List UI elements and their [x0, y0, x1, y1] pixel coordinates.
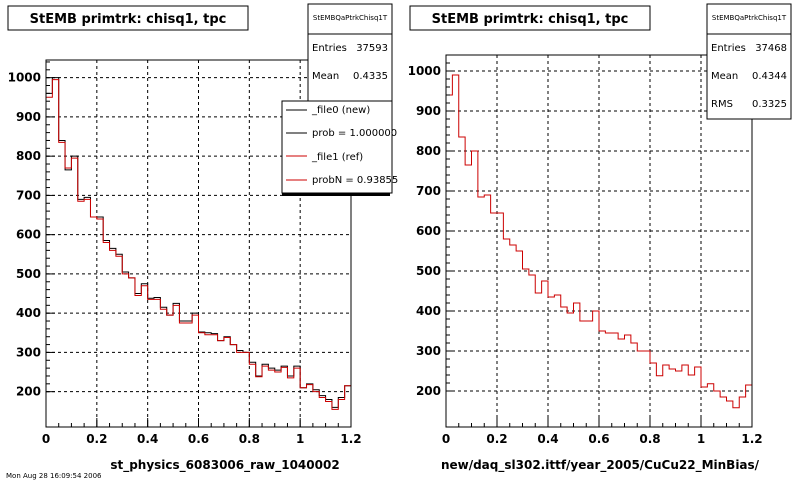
left-x-tick-label-3: 0.6 [188, 432, 209, 446]
right-y-tick-label-8: 1000 [408, 64, 441, 78]
left-stats-entries-label: Entries [312, 43, 347, 54]
right-stats-rms-label: RMS [711, 99, 733, 110]
legend-entry-probn: probN = 0.93855 [312, 175, 398, 186]
left-x-tick-label-2: 0.4 [137, 432, 158, 446]
right-stats-entries-value: 37468 [755, 43, 787, 54]
right-x-tick-label-5: 1 [697, 432, 705, 446]
left-stats-mean-label: Mean [312, 71, 339, 82]
right-x-axis-label: new/daq_sl302.ittf/year_2005/CuCu22_MinB… [441, 458, 760, 473]
left-y-tick-label-0: 200 [16, 385, 41, 399]
left-x-tick-label-4: 0.8 [239, 432, 260, 446]
right-y-tick-label-1: 300 [416, 344, 441, 358]
right-y-tick-label-2: 400 [416, 304, 441, 318]
right-chart-title: StEMB primtrk: chisq1, tpc [432, 12, 629, 27]
left-y-tick-label-8: 1000 [8, 71, 41, 85]
left-axes: 0 0.2 0.4 0.6 0.8 1 1.2 200 300 400 500 600 700 800 90… [8, 61, 362, 446]
left-x-tick-label-0: 0 [42, 432, 50, 446]
left-stats-box: StEMBQaPtrkChisq1T Entries 37593 Mean 0.… [307, 3, 393, 118]
right-y-tick-label-4: 600 [416, 224, 441, 238]
right-plot-area: 0 0.2 0.4 0.6 0.8 1 1.2 200 300 400 500 600 700 800 90… [408, 54, 763, 446]
right-y-tick-label-3: 500 [416, 264, 441, 278]
right-axes: 0 0.2 0.4 0.6 0.8 1 1.2 200 300 400 500 600 700 800 90… [408, 54, 763, 446]
left-x-tick-label-6: 1.2 [340, 432, 361, 446]
left-x-axis-label: st_physics_6083006_raw_1040002 [110, 458, 339, 473]
left-series-1 [46, 79, 351, 410]
left-histogram [46, 77, 351, 410]
left-chart-title: StEMB primtrk: chisq1, tpc [30, 12, 227, 27]
right-histogram [446, 74, 752, 409]
legend-entry-prob: prob = 1.000000 [312, 128, 397, 139]
right-title-box [409, 5, 651, 31]
right-x-tick-label-6: 1.2 [741, 432, 762, 446]
left-title-box [7, 5, 249, 31]
legend-entry-file1: _file1 (ref) [311, 152, 363, 163]
left-x-tick-label-5: 1 [296, 432, 304, 446]
right-y-tick-label-5: 700 [416, 184, 441, 198]
left-y-tick-label-4: 600 [16, 228, 41, 242]
right-x-tick-label-2: 0.4 [537, 432, 558, 446]
right-y-tick-label-7: 900 [416, 104, 441, 118]
right-grid [446, 55, 752, 427]
left-stats-entries-value: 37593 [356, 43, 388, 54]
right-x-tick-label-1: 0.2 [486, 432, 507, 446]
left-y-tick-label-5: 700 [16, 188, 41, 202]
left-y-tick-label-2: 400 [16, 306, 41, 320]
left-legend: _file0 (new) prob = 1.000000 _file1 (ref… [281, 100, 398, 196]
right-stats-box: StEMBQaPtrkChisq1T Entries 37468 Mean 0.… [706, 3, 792, 120]
right-panel: StEMB primtrk: chisq1, tpc 0 0.2 0.4 0.6 0.8… [408, 3, 792, 473]
left-grid [46, 60, 351, 427]
left-stats-mean-value: 0.4335 [353, 71, 388, 82]
legend-entry-file0: _file0 (new) [311, 105, 370, 116]
right-y-tick-label-0: 200 [416, 384, 441, 398]
right-stats-entries-label: Entries [711, 43, 746, 54]
right-x-tick-label-3: 0.6 [588, 432, 609, 446]
right-series-0 [446, 74, 752, 409]
right-y-tick-label-6: 800 [416, 144, 441, 158]
left-y-tick-label-6: 800 [16, 149, 41, 163]
left-y-tick-label-1: 300 [16, 345, 41, 359]
right-x-tick-label-0: 0 [442, 432, 450, 446]
right-stats-mean-label: Mean [711, 71, 738, 82]
left-y-tick-label-7: 900 [16, 110, 41, 124]
right-stats-name: StEMBQaPtrkChisq1T [712, 14, 787, 22]
right-x-tick-label-4: 0.8 [639, 432, 660, 446]
left-stats-name: StEMBQaPtrkChisq1T [313, 14, 388, 22]
right-stats-mean-value: 0.4344 [752, 71, 787, 82]
left-panel: StEMB primtrk: chisq1, tpc 0 0.2 0.4 0.6 0.8… [7, 3, 398, 473]
left-y-tick-label-3: 500 [16, 267, 41, 281]
right-stats-rms-value: 0.3325 [752, 99, 787, 110]
left-x-tick-label-1: 0.2 [86, 432, 107, 446]
footer-timestamp: Mon Aug 28 16:09:54 2006 [6, 472, 102, 480]
